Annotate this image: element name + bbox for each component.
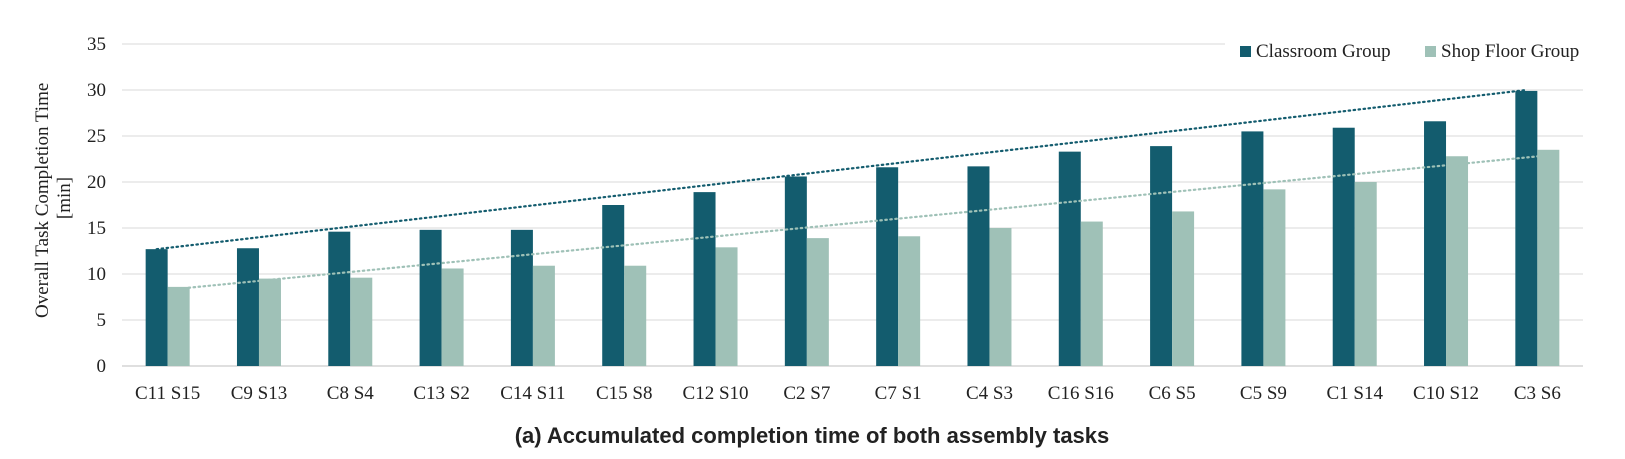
legend-swatch-classroom <box>1240 46 1251 57</box>
bar-shop-floor <box>1172 211 1195 366</box>
bar-shop-floor <box>1263 189 1286 366</box>
y-tick-label: 5 <box>97 310 107 331</box>
x-tick-label: C2 S7 <box>783 383 830 404</box>
legend: Classroom Group Shop Floor Group <box>1240 41 1579 62</box>
bar-classroom <box>510 229 533 366</box>
bar-classroom <box>1058 151 1081 366</box>
bars-layer <box>145 90 1560 367</box>
bar-classroom <box>419 229 442 366</box>
bar-classroom <box>693 192 716 366</box>
bar-shop-floor <box>1080 221 1103 366</box>
bar-shop-floor <box>806 238 829 366</box>
legend-label-classroom: Classroom Group <box>1256 41 1391 62</box>
bar-classroom <box>1241 131 1264 366</box>
y-axis-label-line-2: [min] <box>54 177 75 219</box>
bar-classroom <box>1150 146 1173 366</box>
bar-classroom <box>1424 121 1447 366</box>
legend-label-shop-floor: Shop Floor Group <box>1441 41 1579 62</box>
x-tick-label: C6 S5 <box>1149 383 1196 404</box>
x-tick-label: C12 S10 <box>683 383 749 404</box>
y-tick-label: 15 <box>87 218 106 239</box>
bar-shop-floor <box>1537 149 1560 366</box>
bar-classroom <box>145 249 168 366</box>
bar-classroom <box>1515 90 1538 367</box>
bar-classroom <box>876 167 899 366</box>
y-tick-label: 20 <box>87 172 106 193</box>
bar-classroom <box>602 205 625 366</box>
bar-shop-floor <box>898 236 921 366</box>
y-axis-label-line-1: Overall Task Completion Time <box>32 83 53 318</box>
x-tick-label: C7 S1 <box>875 383 922 404</box>
x-tick-label: C15 S8 <box>596 383 653 404</box>
bar-shop-floor <box>1446 156 1469 366</box>
x-tick-label: C11 S15 <box>135 383 200 404</box>
bar-shop-floor <box>1354 182 1377 366</box>
bar-shop-floor <box>350 277 373 366</box>
y-tick-label: 10 <box>87 264 106 285</box>
x-tick-label: C3 S6 <box>1514 383 1561 404</box>
trendline-shop-floor <box>177 154 1550 290</box>
bar-shop-floor <box>715 247 738 366</box>
bar-classroom <box>784 176 807 366</box>
bar-shop-floor <box>989 228 1012 366</box>
y-tick-label: 0 <box>97 356 107 377</box>
bar-shop-floor <box>258 278 281 366</box>
trendlines-layer <box>155 88 1550 290</box>
bar-shop-floor <box>167 286 190 366</box>
x-tick-label: C16 S16 <box>1048 383 1114 404</box>
x-tick-label: C1 S14 <box>1326 383 1383 404</box>
x-tick-label: C10 S12 <box>1413 383 1479 404</box>
y-tick-labels: 0 5 10 15 20 25 30 35 <box>87 34 106 377</box>
y-axis-label: Overall Task Completion Time [min] <box>32 78 75 318</box>
bar-classroom <box>328 231 351 366</box>
y-tick-label: 30 <box>87 80 106 101</box>
bar-classroom <box>1332 127 1355 366</box>
trendline-classroom <box>155 88 1528 251</box>
x-tick-label: C8 S4 <box>327 383 374 404</box>
y-tick-label: 25 <box>87 126 106 147</box>
bar-classroom <box>236 248 259 366</box>
bar-classroom <box>967 166 990 366</box>
bar-shop-floor <box>441 268 464 366</box>
x-tick-label: C4 S3 <box>966 383 1013 404</box>
bar-shop-floor <box>624 265 647 366</box>
y-tick-label: 35 <box>87 34 106 55</box>
x-tick-label: C5 S9 <box>1240 383 1287 404</box>
x-tick-label: C9 S13 <box>231 383 288 404</box>
chart-caption: (a) Accumulated completion time of both … <box>515 423 1110 448</box>
x-tick-label: C13 S2 <box>413 383 470 404</box>
x-tick-labels: C11 S15 C9 S13 C8 S4 C13 S2 C14 S11 C15 S8 C12… <box>135 383 1561 404</box>
x-tick-label: C14 S11 <box>500 383 565 404</box>
bar-shop-floor <box>532 265 555 366</box>
legend-swatch-shop-floor <box>1425 46 1436 57</box>
